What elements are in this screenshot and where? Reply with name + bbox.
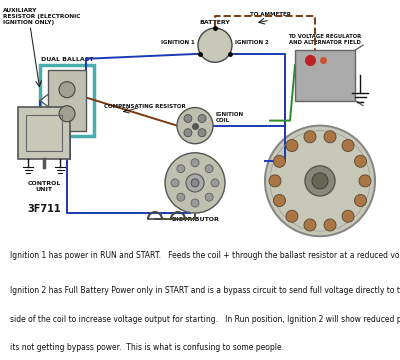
Text: DISTRIBUTOR: DISTRIBUTOR xyxy=(171,217,219,222)
Circle shape xyxy=(165,153,225,213)
Circle shape xyxy=(171,179,179,187)
Text: TO AMMETER: TO AMMETER xyxy=(250,12,290,17)
Circle shape xyxy=(342,210,354,222)
Text: IGNITION 1: IGNITION 1 xyxy=(161,40,195,45)
Circle shape xyxy=(305,166,335,196)
Circle shape xyxy=(59,106,75,122)
Text: TO VOLTAGE REGULATOR
AND ALTERNATOR FIELD: TO VOLTAGE REGULATOR AND ALTERNATOR FIEL… xyxy=(288,35,362,45)
Circle shape xyxy=(286,140,298,152)
Circle shape xyxy=(274,194,286,207)
Text: IGNITION 2: IGNITION 2 xyxy=(235,40,269,45)
Circle shape xyxy=(191,199,199,207)
Circle shape xyxy=(265,126,375,236)
Circle shape xyxy=(205,193,213,201)
Circle shape xyxy=(198,114,206,122)
Bar xyxy=(26,114,62,151)
Circle shape xyxy=(177,108,213,144)
Circle shape xyxy=(269,175,281,187)
Circle shape xyxy=(359,175,371,187)
Text: Ignition 2 has Full Battery Power only in START and is a bypass circuit to send : Ignition 2 has Full Battery Power only i… xyxy=(10,286,400,295)
Circle shape xyxy=(324,219,336,231)
Circle shape xyxy=(186,174,204,192)
Circle shape xyxy=(304,219,316,231)
Circle shape xyxy=(184,129,192,137)
Circle shape xyxy=(205,165,213,173)
Circle shape xyxy=(59,82,75,98)
Circle shape xyxy=(198,28,232,62)
Circle shape xyxy=(354,194,366,207)
Bar xyxy=(48,70,86,131)
Circle shape xyxy=(211,179,219,187)
Text: AUXILIARY
RESISTOR (ELECTRONIC
IGNITION ONLY): AUXILIARY RESISTOR (ELECTRONIC IGNITION … xyxy=(3,8,80,26)
Circle shape xyxy=(304,131,316,143)
Text: side of the coil to increase voltage output for starting.   In Run position, Ign: side of the coil to increase voltage out… xyxy=(10,315,400,324)
Circle shape xyxy=(191,179,199,187)
Text: BATTERY: BATTERY xyxy=(200,20,230,25)
Bar xyxy=(18,107,70,159)
Circle shape xyxy=(274,155,286,167)
Circle shape xyxy=(198,129,206,137)
Circle shape xyxy=(177,193,185,201)
Circle shape xyxy=(184,114,192,122)
Circle shape xyxy=(177,165,185,173)
Bar xyxy=(295,50,355,100)
Text: DUAL BALLAST: DUAL BALLAST xyxy=(41,57,93,62)
Text: its not getting bypass power.  This is what is confusing to some people.: its not getting bypass power. This is wh… xyxy=(10,343,284,352)
Text: Ignition 1 has power in RUN and START.   Feeds the coil + through the ballast re: Ignition 1 has power in RUN and START. F… xyxy=(10,251,400,260)
Circle shape xyxy=(354,155,366,167)
Text: COMPENSATING RESISTOR: COMPENSATING RESISTOR xyxy=(104,104,186,109)
Text: IGNITION
COIL: IGNITION COIL xyxy=(216,112,244,123)
Circle shape xyxy=(342,140,354,152)
Text: 3F711: 3F711 xyxy=(27,204,61,214)
Circle shape xyxy=(312,173,328,189)
Text: CONTROL
UNIT: CONTROL UNIT xyxy=(27,181,61,192)
Circle shape xyxy=(191,159,199,167)
Circle shape xyxy=(286,210,298,222)
Circle shape xyxy=(324,131,336,143)
